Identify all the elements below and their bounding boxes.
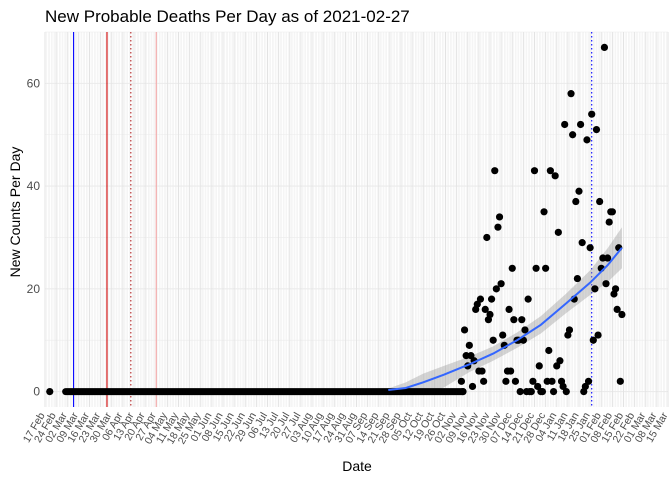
data-point (611, 285, 620, 293)
data-point (494, 223, 502, 231)
data-point (465, 341, 473, 349)
data-point (581, 382, 589, 391)
data-point (507, 367, 515, 375)
data-point (532, 264, 540, 272)
data-point (567, 90, 575, 98)
data-point (545, 346, 553, 355)
data-point (554, 228, 562, 236)
y-tick-labels: 0 20 40 60 (27, 76, 41, 398)
data-point (476, 295, 485, 303)
y-axis-title: New Counts Per Day (7, 147, 23, 278)
data-point (492, 285, 500, 293)
data-point (46, 387, 54, 396)
data-point (481, 305, 489, 313)
data-point (505, 305, 513, 313)
data-point (483, 233, 491, 242)
data-point (521, 326, 529, 334)
data-point (596, 197, 604, 206)
data-point (562, 387, 570, 396)
data-point (584, 377, 593, 385)
data-point (583, 136, 591, 144)
data-point (478, 367, 486, 375)
data-point (578, 239, 586, 247)
trend-line-path (388, 247, 623, 392)
data-point (518, 316, 526, 324)
data-point (561, 120, 569, 129)
data-point (524, 295, 532, 303)
data-point (602, 280, 610, 288)
data-point (600, 43, 609, 52)
data-point (594, 331, 602, 339)
data-point (575, 187, 583, 195)
data-point (486, 310, 494, 319)
y-tick-label: 0 (33, 385, 40, 399)
data-point (516, 387, 524, 396)
data-point (542, 264, 550, 272)
x-axis-title: Date (342, 458, 372, 474)
data-point (553, 362, 561, 370)
data-points (46, 43, 626, 396)
y-tick-label: 60 (27, 76, 41, 90)
reference-lines (73, 32, 593, 407)
data-point (546, 167, 554, 175)
data-point (605, 218, 613, 226)
data-point (510, 316, 518, 324)
data-point (527, 387, 535, 396)
data-point (535, 362, 543, 370)
data-point (480, 377, 488, 385)
data-point (618, 310, 626, 319)
data-point (499, 331, 507, 339)
data-point (548, 377, 556, 385)
data-point (473, 300, 481, 308)
trend-line (388, 247, 623, 392)
data-point (529, 377, 537, 385)
data-point (604, 254, 612, 262)
data-point (592, 126, 601, 134)
data-point (487, 295, 496, 303)
data-point (551, 172, 559, 180)
data-point (573, 274, 582, 283)
data-point (588, 110, 596, 118)
chart-title: New Probable Deaths Per Day as of 2021-0… (45, 7, 410, 26)
y-tick-label: 20 (27, 282, 41, 296)
data-point (467, 352, 475, 360)
data-point (549, 387, 558, 396)
data-point (569, 131, 577, 139)
data-point (508, 264, 516, 272)
data-point (589, 336, 597, 344)
data-point (460, 326, 469, 334)
data-point (613, 305, 621, 313)
data-point (559, 382, 567, 391)
data-point (511, 377, 520, 385)
y-tick-label: 40 (27, 179, 41, 193)
data-point (608, 208, 616, 216)
data-point (489, 336, 497, 344)
data-point (459, 387, 467, 396)
data-point (616, 377, 624, 385)
data-point (491, 167, 499, 175)
data-point (565, 326, 574, 334)
data-point (540, 208, 548, 216)
data-point (495, 213, 504, 221)
data-point (534, 382, 542, 391)
data-point (591, 285, 599, 293)
data-point (457, 377, 465, 385)
data-point (572, 197, 580, 206)
data-point (497, 280, 505, 288)
data-point (530, 167, 539, 175)
data-point (502, 377, 510, 385)
data-point (556, 357, 564, 365)
grid (44, 31, 669, 407)
data-point (586, 244, 594, 252)
data-point (538, 387, 547, 396)
data-point (468, 382, 477, 391)
data-point (576, 120, 585, 129)
